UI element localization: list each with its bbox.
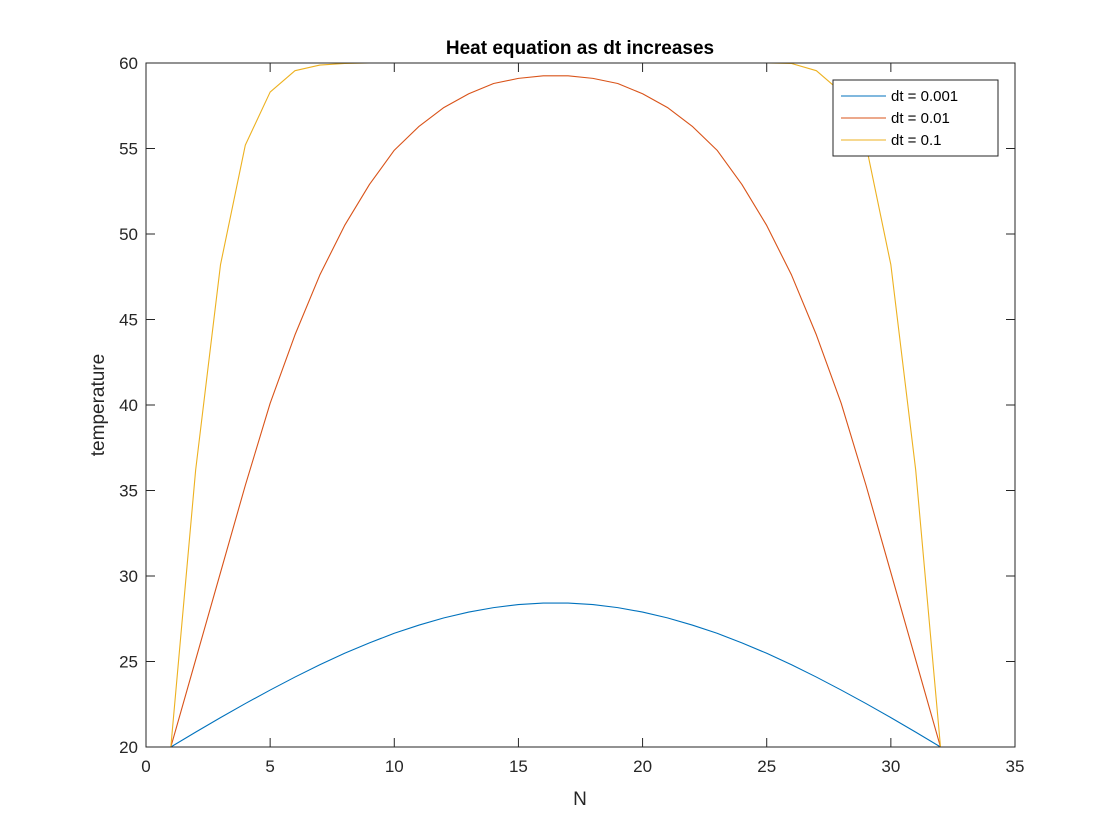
y-tick-label: 50 (119, 225, 138, 244)
x-tick-label: 25 (757, 757, 776, 776)
y-tick-label: 60 (119, 54, 138, 73)
x-tick-label: 15 (509, 757, 528, 776)
legend: dt = 0.001 dt = 0.01 dt = 0.1 (832, 79, 999, 157)
y-tick-label: 35 (119, 482, 138, 501)
x-axis-label: N (573, 789, 587, 810)
series-line-1 (170, 75, 942, 747)
y-axis-label: temperature (88, 354, 109, 456)
x-tick-label: 35 (1006, 757, 1025, 776)
chart-title: Heat equation as dt increases (446, 38, 714, 59)
y-tick-label: 45 (119, 311, 138, 330)
plot-area (146, 63, 1015, 747)
series-line-2 (170, 63, 942, 747)
legend-label-dt-001: dt = 0.01 (891, 110, 950, 127)
x-tick-label: 30 (881, 757, 900, 776)
y-tick-label: 55 (119, 140, 138, 159)
y-tick-label: 25 (119, 653, 138, 672)
legend-label-dt-0001: dt = 0.001 (891, 88, 958, 105)
tick-layer: 0 5 10 15 20 25 30 35 20 25 30 35 40 45 50 55 60 (119, 54, 1024, 776)
x-tick-label: 20 (633, 757, 652, 776)
x-tick-label: 10 (385, 757, 404, 776)
x-tick-label: 0 (141, 757, 150, 776)
y-tick-label: 20 (119, 738, 138, 757)
series-line-0 (170, 602, 941, 747)
y-tick-label: 40 (119, 396, 138, 415)
legend-label-dt-01: dt = 0.1 (891, 132, 941, 149)
series-layer (170, 63, 942, 747)
x-tick-label: 5 (265, 757, 274, 776)
y-tick-label: 30 (119, 567, 138, 586)
